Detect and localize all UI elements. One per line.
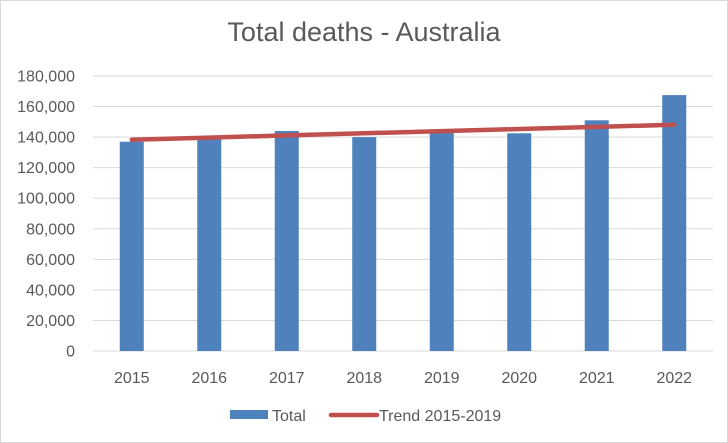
legend-label-total: Total [272,408,306,425]
y-tick-label: 80,000 [26,221,75,238]
x-tick-label: 2020 [501,370,537,387]
x-tick-label: 2015 [114,370,150,387]
bar-total-2022 [662,95,687,351]
y-tick-label: 0 [66,344,75,361]
bar-total-2020 [507,133,532,351]
x-axis-tick-labels: 2015 2016 2017 2018 2019 2020 2021 2022 [114,370,692,387]
y-tick-label: 160,000 [17,99,75,116]
y-tick-label: 60,000 [26,252,75,269]
legend-label-trend: Trend 2015-2019 [379,408,501,425]
bar-total-2015 [119,141,144,351]
bar-series [119,95,687,351]
bar-total-2017 [274,131,299,351]
x-tick-label: 2017 [269,370,305,387]
gridlines [93,75,713,352]
legend: Total Trend 2015-2019 [230,408,501,425]
x-tick-label: 2021 [579,370,615,387]
y-tick-label: 20,000 [26,313,75,330]
trend-line-series [129,122,677,142]
bar-total-2016 [197,137,222,351]
chart-title: Total deaths - Australia [227,17,501,47]
y-tick-label: 100,000 [17,191,75,208]
x-tick-label: 2019 [424,370,460,387]
y-tick-label: 40,000 [26,282,75,299]
legend-swatch-total [230,410,268,419]
x-tick-label: 2016 [191,370,227,387]
x-tick-label: 2022 [656,370,692,387]
x-tick-label: 2018 [346,370,382,387]
trend-line [129,122,677,142]
y-tick-label: 120,000 [17,160,75,177]
y-tick-label: 180,000 [17,69,75,86]
bar-total-2021 [584,120,609,351]
y-axis-tick-labels: 0 20,000 40,000 60,000 80,000 100,000 120,000 1… [17,69,75,361]
bar-total-2019 [429,129,454,351]
y-tick-label: 140,000 [17,130,75,147]
bar-total-2018 [352,137,377,351]
